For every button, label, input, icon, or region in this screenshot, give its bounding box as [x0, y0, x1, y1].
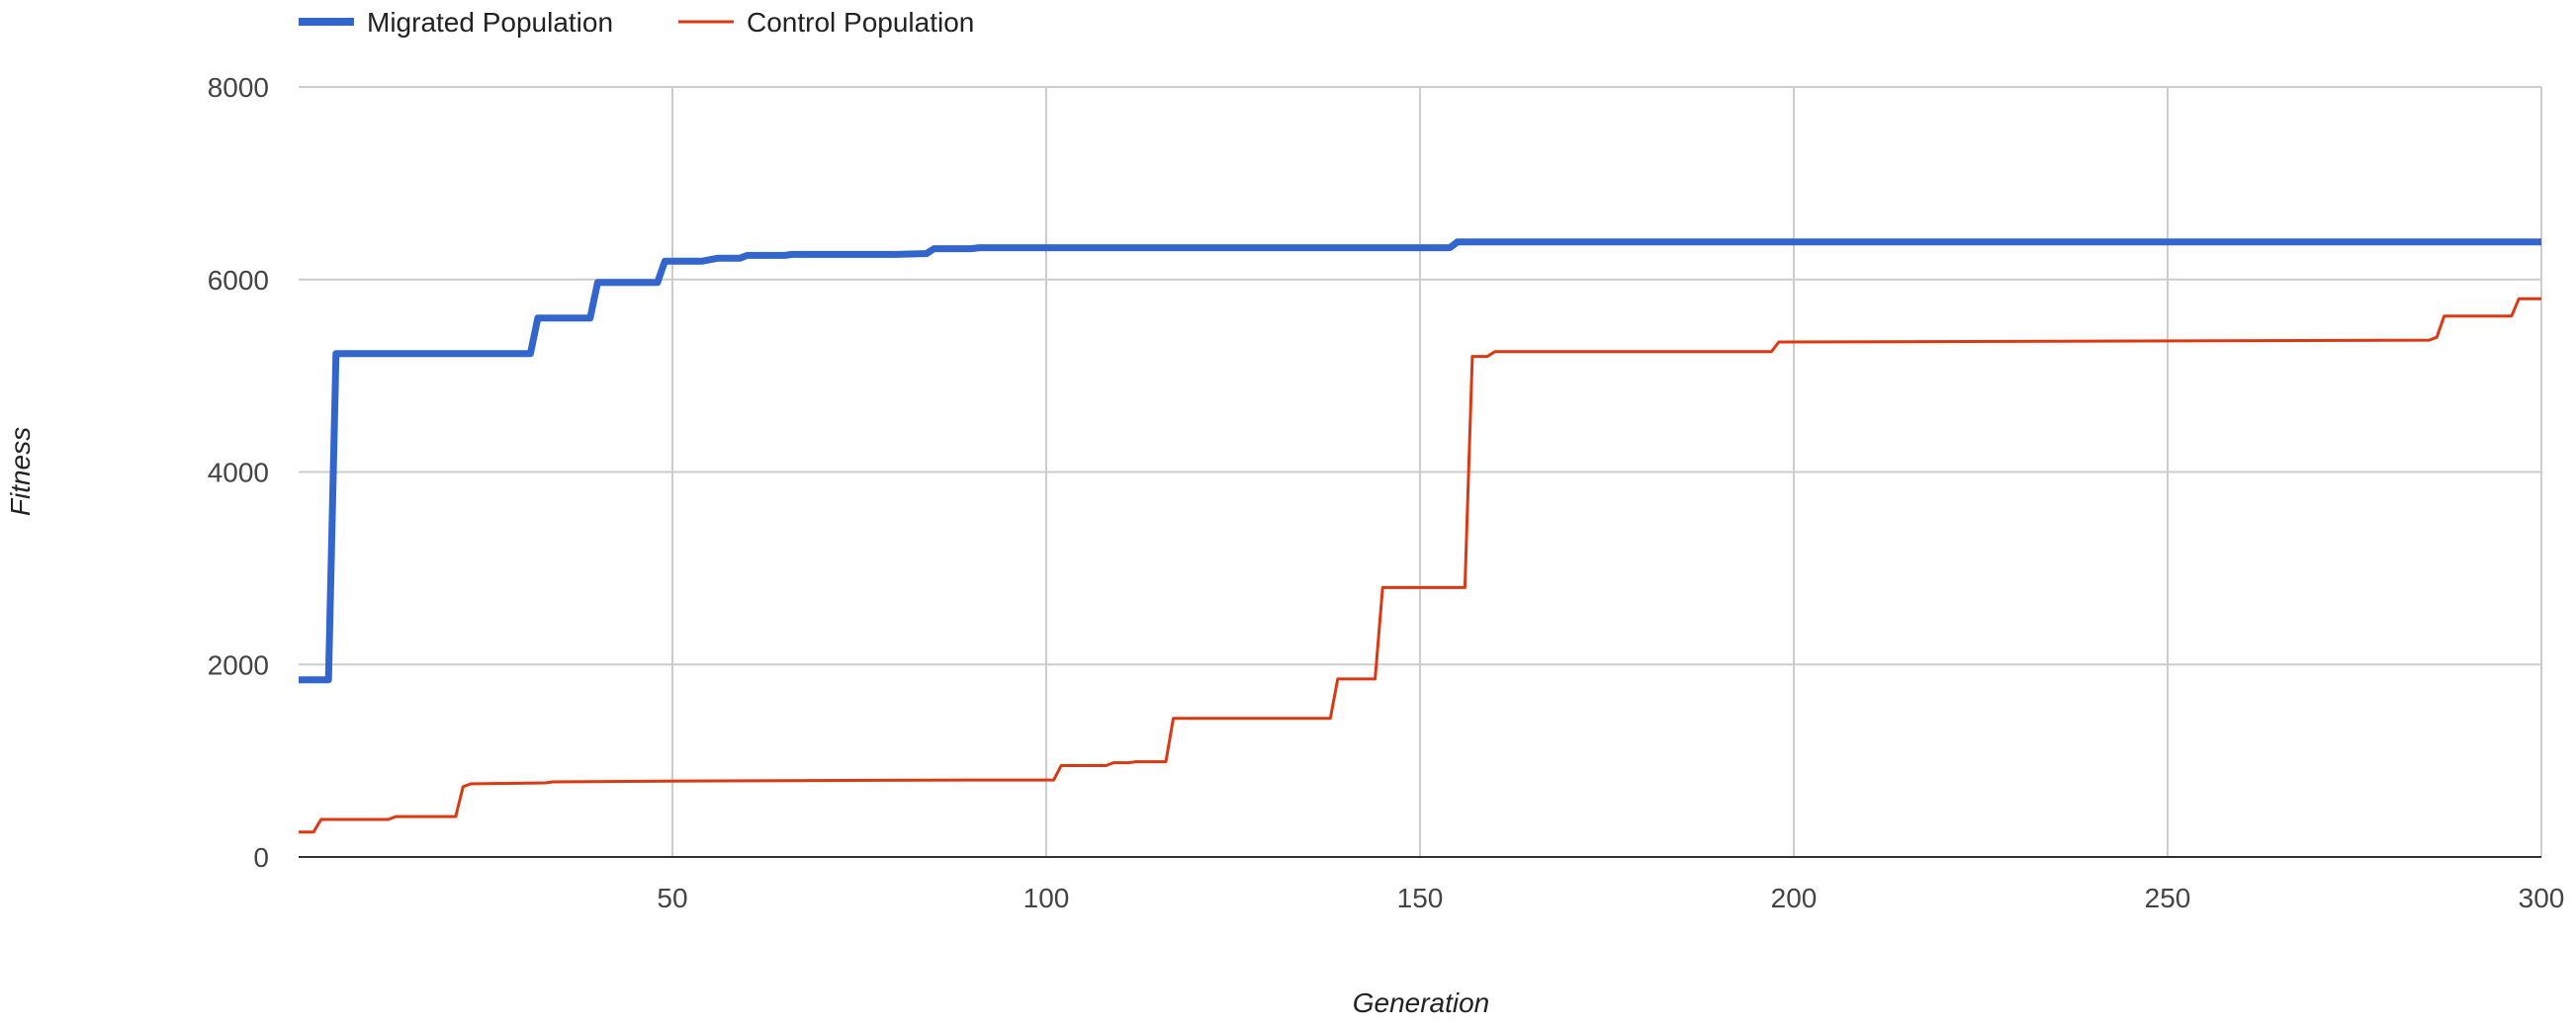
series-line-migrated [299, 238, 2541, 684]
legend: Migrated Population Control Population [299, 7, 974, 38]
series-lines [299, 238, 2541, 834]
x-axis-title: Generation [1353, 987, 1490, 1018]
x-tick-label-250: 250 [2145, 883, 2191, 913]
y-tick-label-8000: 8000 [208, 72, 269, 103]
x-tick-label-200: 200 [1771, 883, 1818, 913]
axes: 0 2000 4000 6000 8000 50 100 150 200 250 300 [208, 72, 2565, 913]
x-tick-label-50: 50 [657, 883, 687, 913]
x-tick-label-150: 150 [1397, 883, 1444, 913]
y-tick-label-6000: 6000 [208, 265, 269, 296]
grid-lines [299, 86, 2542, 857]
x-tick-label-100: 100 [1023, 883, 1070, 913]
series-line-control [299, 297, 2541, 834]
y-axis-title: Fitness [5, 427, 36, 516]
y-tick-label-4000: 4000 [208, 458, 269, 488]
legend-label-migrated: Migrated Population [367, 7, 613, 38]
y-tick-label-0: 0 [253, 842, 269, 873]
legend-label-control: Control Population [747, 7, 974, 38]
y-tick-label-2000: 2000 [208, 649, 269, 680]
x-tick-label-300: 300 [2519, 883, 2565, 913]
